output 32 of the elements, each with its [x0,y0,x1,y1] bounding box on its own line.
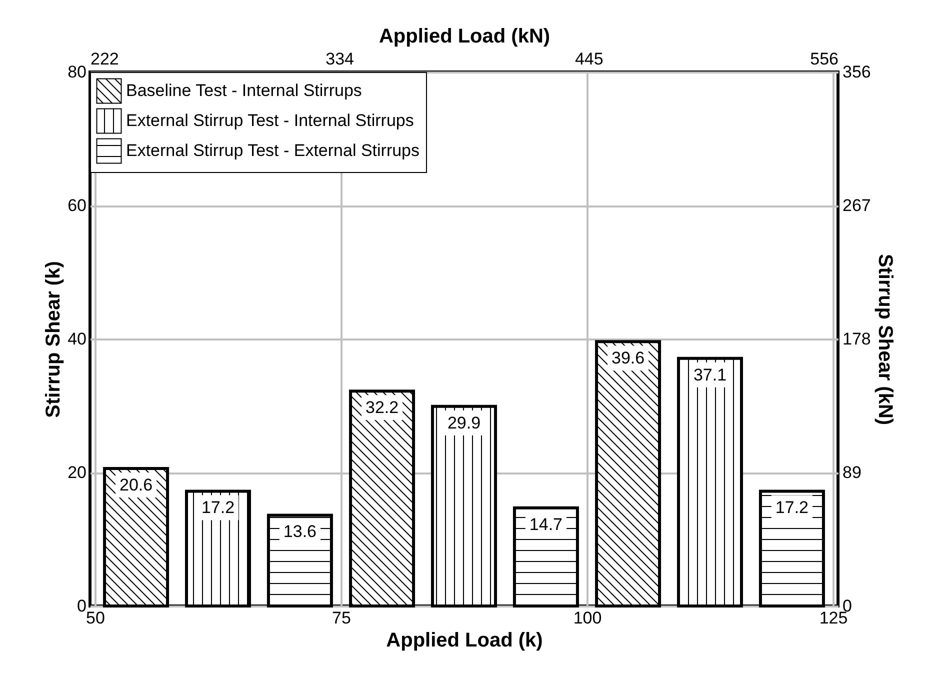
legend-label: External Stirrup Test - Internal Stirrups [126,111,414,130]
data-label: 39.6 [611,348,645,368]
data-label: 29.9 [447,413,481,432]
x2-axis-title: Applied Load (kN) [378,26,550,48]
legend-label: Baseline Test - Internal Stirrups [126,81,362,100]
x-tick-label: 100 [573,608,602,628]
y-tick-label: 40 [68,330,86,348]
y-axis-title: Stirrup Shear (k) [42,261,65,418]
y2-tick-label: 178 [842,330,871,348]
y2-tick-label: 356 [842,62,871,82]
x2-tick-label: 334 [326,50,354,68]
y-tick-label: 80 [68,62,86,82]
y-tick-label: 20 [68,463,86,482]
y2-axis-title: Stirrup Shear (kN) [874,254,896,426]
y2-tick-label: 267 [842,196,871,215]
legend-label: External Stirrup Test - External Stirrups [126,141,420,160]
data-label: 32.2 [365,398,399,418]
y2-tick-label: 89 [842,463,862,482]
data-label: 17.2 [775,498,809,518]
data-label: 14.7 [529,514,563,534]
y-tick-label: 0 [77,596,86,616]
y-tick-label: 60 [68,196,86,215]
data-label: 20.6 [119,475,153,494]
x2-tick-label: 556 [810,50,838,68]
data-label: 37.1 [693,365,727,384]
data-label: 13.6 [283,522,317,542]
x2-tick-label: 445 [574,50,604,68]
x-tick-label: 50 [86,608,105,628]
data-label: 17.2 [201,498,235,518]
x-axis-title: Applied Load (k) [386,630,543,652]
x-tick-label: 75 [332,608,351,628]
x2-tick-label: 222 [90,50,119,68]
